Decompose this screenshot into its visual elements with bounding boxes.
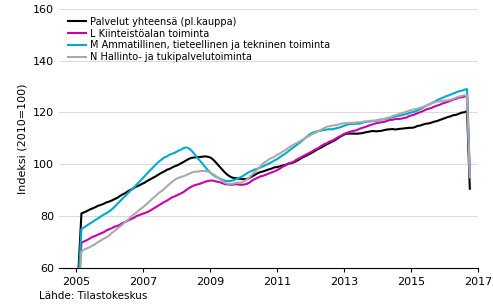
Palvelut yhteensä (pl.kauppa) (464, 109, 470, 113)
N Hallinto- ja tukipalvelutoiminta (390, 114, 396, 118)
L Kiinteistöalan toiminta (354, 128, 360, 132)
M Ammatillinen, tieteellinen ja tekninen toiminta (464, 87, 470, 91)
Palvelut yhteensä (pl.kauppa) (194, 155, 200, 159)
M Ammatillinen, tieteellinen ja tekninen toiminta (390, 116, 396, 119)
Line: N Hallinto- ja tukipalvelutoiminta: N Hallinto- ja tukipalvelutoiminta (76, 95, 470, 304)
Palvelut yhteensä (pl.kauppa) (354, 132, 360, 136)
Palvelut yhteensä (pl.kauppa) (101, 202, 106, 206)
M Ammatillinen, tieteellinen ja tekninen toiminta (194, 156, 200, 159)
N Hallinto- ja tukipalvelutoiminta (461, 93, 467, 97)
Palvelut yhteensä (pl.kauppa) (467, 187, 473, 191)
Y-axis label: Indeksi (2010=100): Indeksi (2010=100) (18, 83, 28, 194)
L Kiinteistöalan toiminta (194, 183, 200, 186)
Palvelut yhteensä (pl.kauppa) (395, 127, 401, 131)
L Kiinteistöalan toiminta (131, 216, 137, 220)
N Hallinto- ja tukipalvelutoiminta (194, 170, 200, 173)
L Kiinteistöalan toiminta (101, 230, 106, 234)
N Hallinto- ja tukipalvelutoiminta (354, 120, 360, 124)
L Kiinteistöalan toiminta (464, 94, 470, 97)
M Ammatillinen, tieteellinen ja tekninen toiminta (354, 122, 360, 126)
N Hallinto- ja tukipalvelutoiminta (467, 175, 473, 179)
N Hallinto- ja tukipalvelutoiminta (131, 213, 137, 216)
Line: M Ammatillinen, tieteellinen ja tekninen toiminta: M Ammatillinen, tieteellinen ja tekninen… (76, 89, 470, 304)
Palvelut yhteensä (pl.kauppa) (390, 127, 396, 131)
M Ammatillinen, tieteellinen ja tekninen toiminta (131, 186, 137, 190)
M Ammatillinen, tieteellinen ja tekninen toiminta (101, 213, 106, 216)
Palvelut yhteensä (pl.kauppa) (131, 186, 137, 190)
Line: L Kiinteistöalan toiminta: L Kiinteistöalan toiminta (76, 95, 470, 304)
L Kiinteistöalan toiminta (390, 118, 396, 122)
L Kiinteistöalan toiminta (395, 117, 401, 121)
M Ammatillinen, tieteellinen ja tekninen toiminta (395, 114, 401, 118)
N Hallinto- ja tukipalvelutoiminta (101, 237, 106, 241)
Text: Lähde: Tilastokeskus: Lähde: Tilastokeskus (39, 291, 148, 301)
Line: Palvelut yhteensä (pl.kauppa): Palvelut yhteensä (pl.kauppa) (76, 111, 470, 304)
Legend: Palvelut yhteensä (pl.kauppa), L Kiinteistöalan toiminta, M Ammatillinen, tietee: Palvelut yhteensä (pl.kauppa), L Kiintei… (68, 16, 330, 62)
L Kiinteistöalan toiminta (467, 175, 473, 179)
N Hallinto- ja tukipalvelutoiminta (395, 112, 401, 116)
M Ammatillinen, tieteellinen ja tekninen toiminta (467, 171, 473, 174)
